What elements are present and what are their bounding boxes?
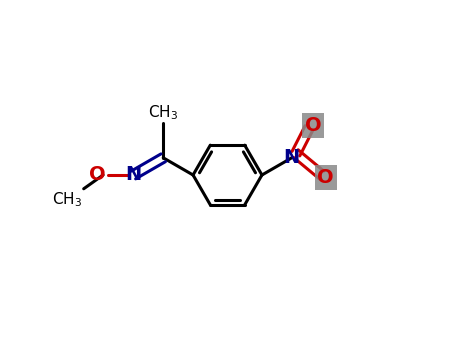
Text: O: O <box>89 166 106 184</box>
Text: O: O <box>318 168 334 187</box>
Text: CH$_3$: CH$_3$ <box>52 190 82 209</box>
Text: N: N <box>125 166 142 184</box>
Text: O: O <box>305 116 321 135</box>
Text: N: N <box>283 148 300 167</box>
Text: CH$_3$: CH$_3$ <box>148 103 178 121</box>
